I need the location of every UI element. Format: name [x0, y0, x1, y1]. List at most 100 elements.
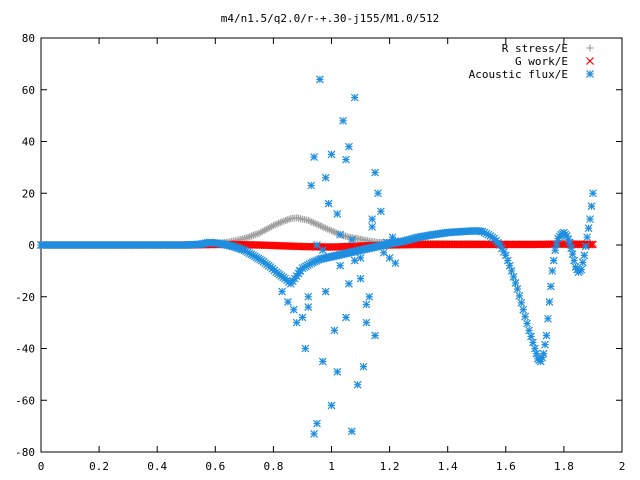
data-point	[507, 266, 516, 275]
y-tick-label: 20	[22, 187, 35, 200]
data-point	[362, 300, 371, 309]
data-point	[318, 246, 327, 255]
legend-label: G work/E	[515, 55, 568, 68]
data-point	[350, 256, 359, 265]
data-point	[549, 256, 558, 265]
data-point	[368, 222, 377, 231]
data-point	[376, 207, 385, 216]
data-point	[565, 238, 574, 247]
data-point	[580, 251, 589, 260]
data-point	[342, 155, 350, 164]
y-tick-label: 40	[22, 136, 35, 149]
data-point	[391, 259, 400, 268]
data-point	[527, 332, 535, 341]
data-point	[546, 282, 555, 291]
data-point	[307, 181, 316, 190]
series-3	[278, 75, 403, 438]
data-point	[552, 240, 561, 249]
data-point	[342, 313, 350, 322]
data-point	[327, 401, 336, 410]
x-tick-label: 0.8	[263, 460, 283, 473]
data-point	[545, 298, 554, 306]
data-point	[586, 215, 594, 224]
y-tick-label: 0	[28, 239, 35, 252]
data-point	[577, 265, 586, 274]
data-point	[321, 173, 330, 182]
data-point	[589, 240, 597, 249]
legend-label: Acoustic flux/E	[469, 68, 568, 81]
x-tick-label: 1.4	[438, 460, 458, 473]
data-point	[532, 349, 541, 358]
data-point	[353, 380, 362, 389]
data-point	[374, 189, 382, 198]
data-point	[371, 168, 379, 177]
data-point	[509, 272, 518, 281]
y-tick-label: 80	[22, 32, 35, 45]
data-point	[304, 303, 313, 312]
data-point	[587, 202, 596, 211]
data-point	[583, 233, 592, 242]
data-point	[581, 242, 590, 251]
x-tick-label: 2	[619, 460, 626, 473]
data-point	[539, 349, 548, 358]
data-point	[578, 258, 587, 267]
data-point	[278, 287, 287, 296]
x-tick-label: 0.2	[89, 460, 109, 473]
data-point	[551, 246, 560, 255]
data-point	[371, 331, 379, 340]
y-tick-label: -40	[15, 343, 35, 356]
data-point	[365, 292, 374, 301]
data-point	[298, 313, 307, 322]
legend-label: R stress/E	[502, 42, 568, 55]
data-point	[284, 298, 292, 306]
data-point	[388, 233, 397, 242]
data-point	[515, 291, 524, 300]
data-point	[584, 224, 593, 233]
data-point	[350, 93, 359, 102]
legend-marker	[586, 44, 594, 52]
data-point	[339, 116, 348, 125]
x-tick-label: 1.2	[380, 460, 400, 473]
data-point	[513, 285, 522, 293]
data-point	[359, 362, 368, 371]
chart-title: m4/n1.5/q2.0/r-+.30-j155/M1.0/512	[221, 12, 440, 25]
data-point	[568, 250, 577, 258]
data-point	[362, 318, 371, 327]
data-point	[523, 319, 532, 328]
data-point	[304, 292, 313, 301]
y-tick-label: -80	[15, 446, 35, 459]
series-layer	[37, 75, 597, 438]
data-point	[333, 367, 342, 376]
data-point	[570, 256, 578, 265]
data-point	[336, 230, 345, 239]
data-point	[333, 210, 342, 218]
data-point	[301, 344, 310, 353]
data-point	[528, 338, 537, 347]
x-tick-label: 0	[38, 460, 45, 473]
data-point	[289, 305, 298, 314]
x-tick-label: 0.4	[147, 460, 167, 473]
data-point	[295, 266, 304, 275]
data-point	[521, 312, 530, 321]
series-2	[37, 189, 597, 366]
data-point	[310, 153, 318, 161]
data-point	[589, 189, 597, 198]
data-point	[525, 326, 533, 335]
data-point	[327, 150, 336, 159]
data-point	[330, 326, 339, 335]
data-point	[347, 427, 356, 436]
data-point	[567, 244, 576, 253]
data-point	[356, 274, 365, 283]
axis-ticks: 0 0.2 0.4 0.6 0.8 1 1.2 1.4 1.6 1.8 2 80 60 40 20 0 -20 -…	[15, 32, 625, 473]
data-point	[542, 331, 551, 340]
y-tick-label: -20	[15, 291, 35, 304]
data-point	[345, 279, 353, 288]
x-tick-label: 1	[328, 460, 335, 473]
data-point	[336, 261, 345, 270]
data-point	[318, 357, 327, 366]
data-point	[394, 237, 403, 246]
x-tick-label: 0.6	[205, 460, 225, 473]
data-point	[543, 314, 552, 323]
